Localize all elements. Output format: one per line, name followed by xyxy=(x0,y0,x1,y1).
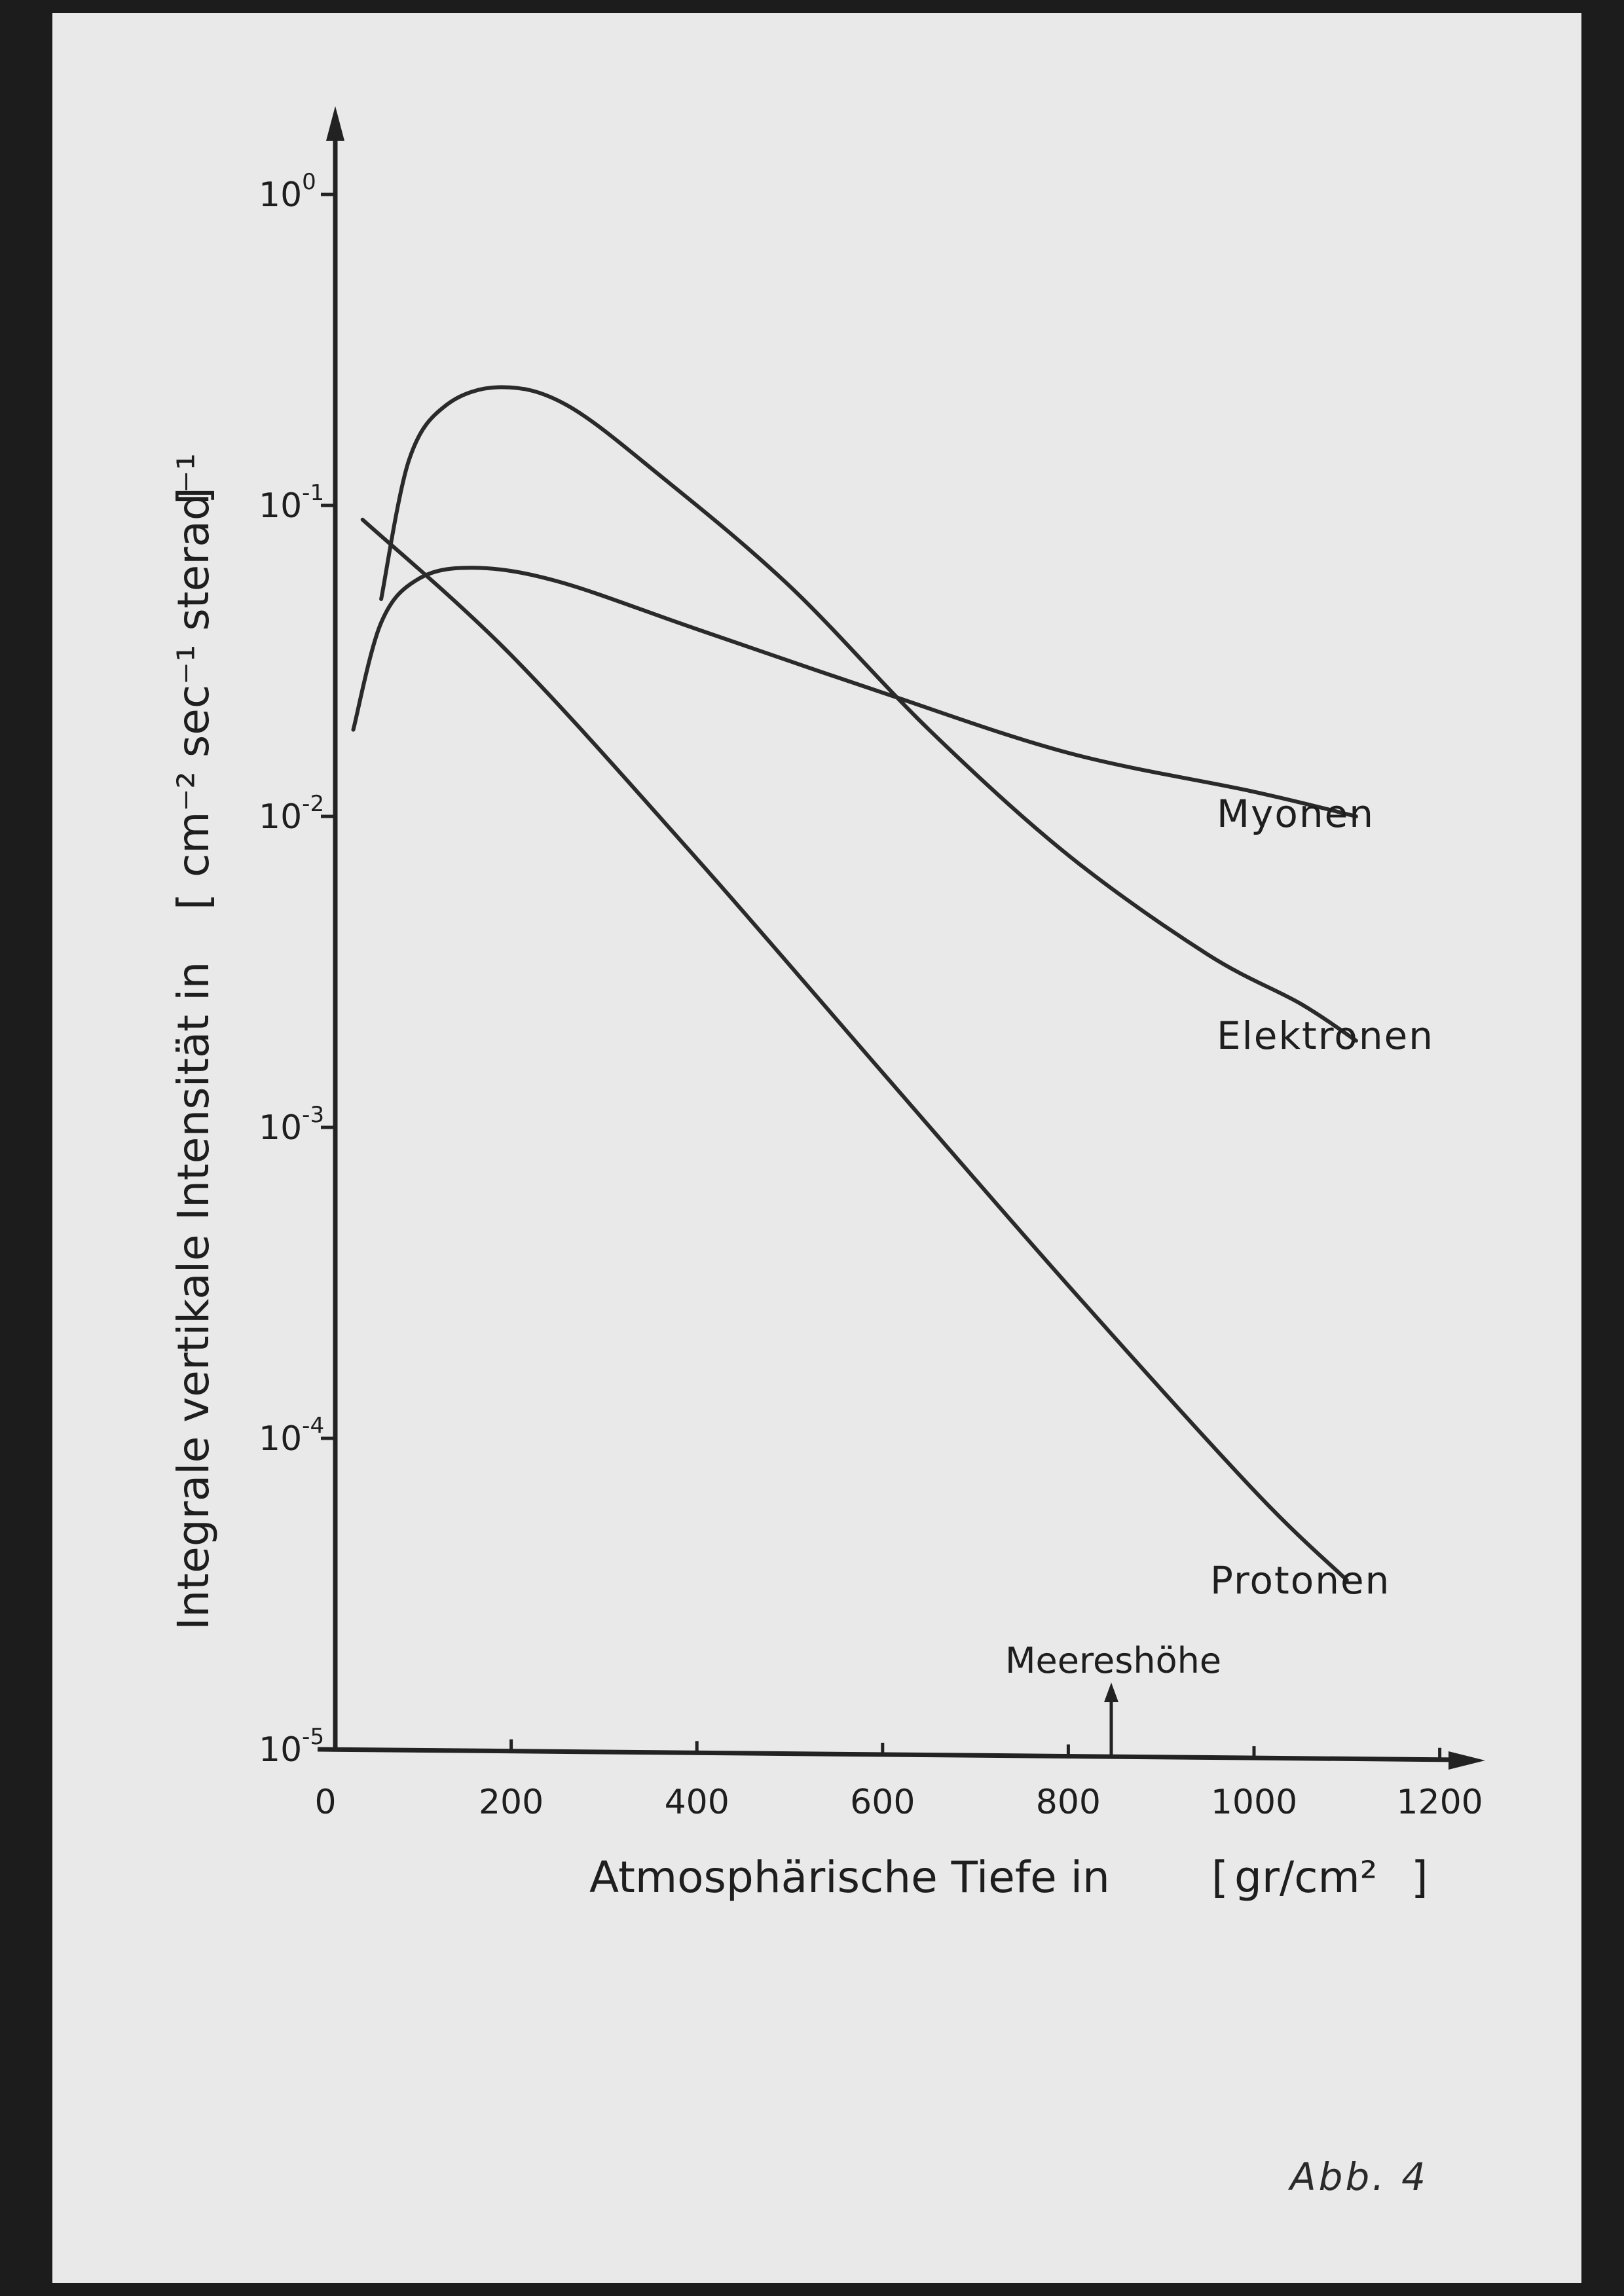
sea-level-arrow-icon xyxy=(1104,1683,1118,1702)
x-axis-title-bracket-open: [ xyxy=(1211,1852,1228,1903)
x-tick-label: 200 xyxy=(479,1783,544,1822)
y-tick-label: 100 xyxy=(259,169,316,215)
x-tick-label: 600 xyxy=(850,1783,915,1822)
y-axis-title-bracket-close: ] xyxy=(168,487,219,504)
sea-level-label: Meereshöhe xyxy=(1005,1640,1221,1681)
series-line-myonen xyxy=(351,566,1358,818)
figure-label: Abb. 4 xyxy=(1287,2155,1428,2199)
y-tick-label: 10-2 xyxy=(259,791,324,837)
series-line-protonen xyxy=(360,517,1349,1582)
y-tick-label: 10-5 xyxy=(259,1724,324,1770)
y-axis-title-bracket-open: [ xyxy=(168,893,219,910)
sea-level-annotation: Meereshöhe xyxy=(1005,1640,1221,1755)
y-ticks: 10-5 10-4 10-3 10-2 10-1 100 xyxy=(259,169,335,1770)
series-label-myonen: Myonen xyxy=(1217,792,1375,836)
series-line-elektronen xyxy=(379,385,1358,1043)
x-tick-label: 1000 xyxy=(1211,1783,1297,1822)
x-axis-title-unit: gr/cm² xyxy=(1234,1852,1377,1903)
x-tick-label: 400 xyxy=(665,1783,729,1822)
x-tick-label: 0 xyxy=(314,1783,336,1822)
x-axis xyxy=(317,1747,1461,1762)
paper-page xyxy=(52,13,1581,2283)
y-tick-label: 10-3 xyxy=(259,1102,324,1148)
y-tick-label: 10-4 xyxy=(259,1413,324,1459)
x-axis-title-main: Atmosphärische Tiefe in xyxy=(589,1852,1110,1903)
y-axis-title-main: Integrale vertikale Intensität in xyxy=(168,962,219,1630)
y-axis-title-unit: cm⁻² sec⁻¹ sterad⁻¹ xyxy=(168,453,219,877)
x-ticks: 0 200 400 600 800 1000 1200 xyxy=(314,1739,1483,1822)
x-tick-label: 800 xyxy=(1036,1783,1101,1822)
series-label-elektronen: Elektronen xyxy=(1217,1013,1434,1058)
x-axis-title-bracket-close: ] xyxy=(1411,1852,1428,1903)
y-tick-label: 10-1 xyxy=(259,480,324,526)
x-tick-label: 1200 xyxy=(1396,1783,1483,1822)
series-label-protonen: Protonen xyxy=(1210,1558,1390,1603)
series-labels: Myonen Elektronen Protonen xyxy=(1210,792,1434,1603)
curves xyxy=(351,385,1358,1582)
y-axis-title: Integrale vertikale Intensität in [ cm⁻²… xyxy=(168,453,219,1630)
x-axis-title: Atmosphärische Tiefe in [ gr/cm² ] xyxy=(589,1852,1428,1903)
x-axis-arrow-icon xyxy=(1449,1751,1485,1770)
y-axis-arrow-icon xyxy=(326,106,344,141)
